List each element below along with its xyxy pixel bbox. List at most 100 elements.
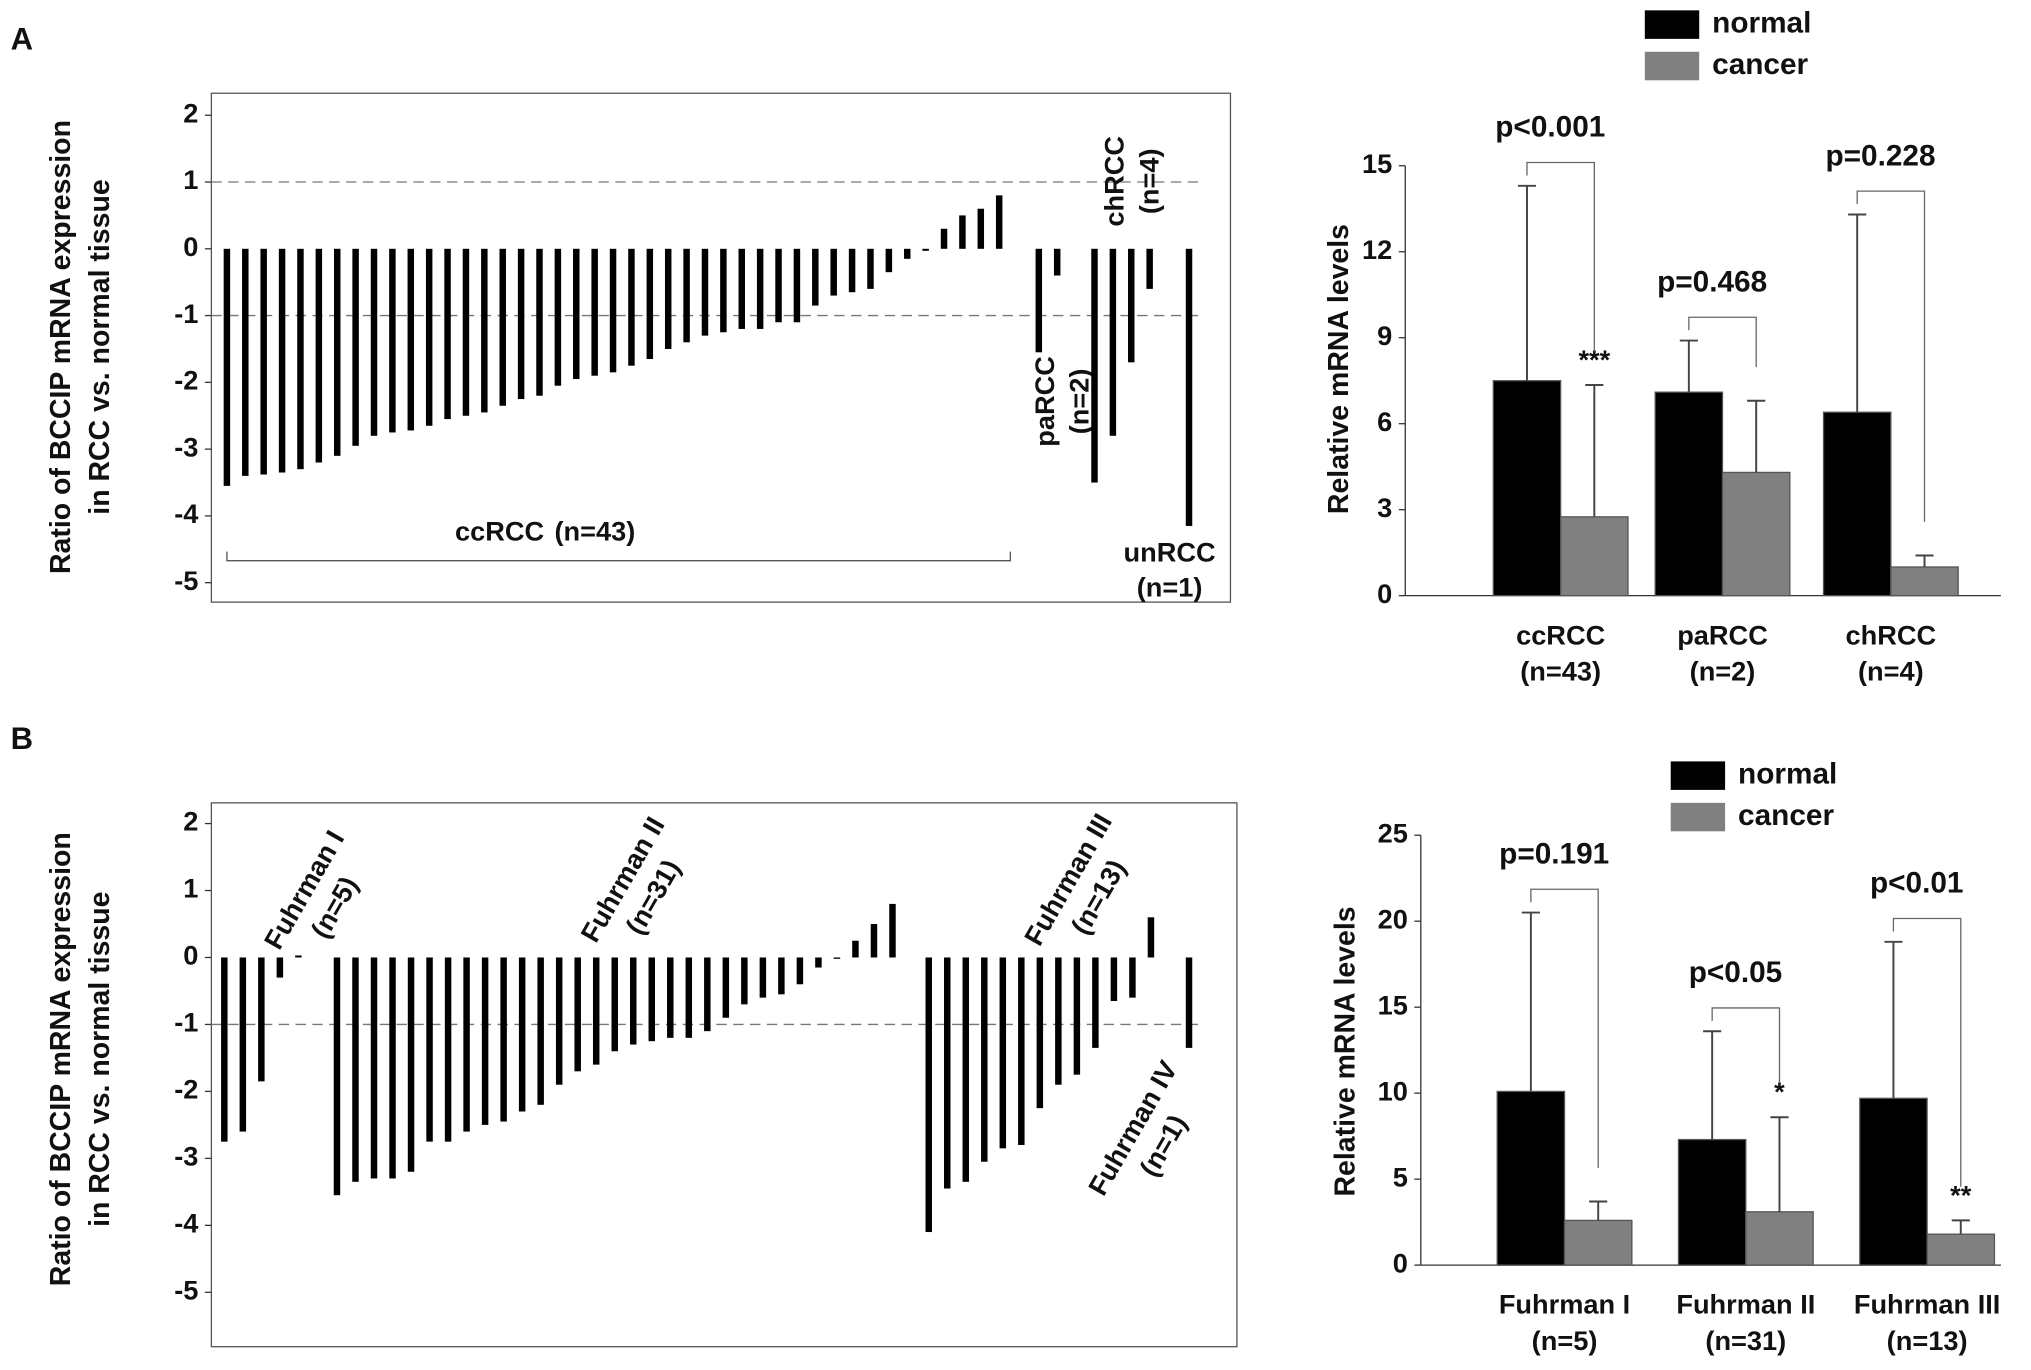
y-tick-label: 0 xyxy=(1377,578,1392,609)
bar xyxy=(1129,957,1136,998)
bar xyxy=(852,940,859,958)
bar xyxy=(278,248,286,473)
error-bar xyxy=(1679,339,1698,393)
bar xyxy=(889,903,896,958)
bar xyxy=(258,957,265,1082)
bar xyxy=(426,957,433,1142)
y-tick-label: 15 xyxy=(1362,148,1392,179)
y-tick-label: 9 xyxy=(1377,320,1392,351)
bar xyxy=(1018,957,1025,1145)
bar xyxy=(1677,1138,1747,1266)
bar xyxy=(870,924,878,958)
bar xyxy=(407,248,415,431)
bar xyxy=(223,248,231,486)
bar xyxy=(796,957,804,985)
error-bar xyxy=(1521,911,1540,1092)
bar xyxy=(444,248,451,420)
y-tick-label: 3 xyxy=(1377,492,1392,523)
y-tick-label: -1 xyxy=(174,1007,198,1038)
bar xyxy=(389,957,396,1179)
bar xyxy=(1073,957,1081,1075)
bar xyxy=(793,248,801,323)
bar xyxy=(1091,248,1098,483)
bar xyxy=(517,248,525,400)
bar xyxy=(995,195,1003,249)
bar xyxy=(295,955,302,958)
bar xyxy=(481,957,489,1125)
group-label: chRCC xyxy=(1099,136,1130,227)
bar xyxy=(1890,566,1959,597)
bar xyxy=(646,248,654,359)
bar xyxy=(239,957,247,1132)
x-tick-note: (n=13) xyxy=(1887,1325,1968,1356)
bar xyxy=(463,957,470,1132)
bar xyxy=(389,248,396,433)
bar xyxy=(591,248,598,376)
bar xyxy=(1147,917,1155,958)
bar xyxy=(554,248,562,386)
bar xyxy=(1859,1097,1928,1266)
bar xyxy=(667,957,674,1038)
p-bracket xyxy=(1856,190,1926,522)
group-label: ccRCC xyxy=(455,516,544,547)
legend-label: normal xyxy=(1738,758,1837,791)
error-bar xyxy=(1770,1116,1789,1212)
bar xyxy=(759,957,767,998)
x-tick-note: (n=31) xyxy=(1705,1325,1786,1356)
bar xyxy=(704,957,711,1032)
x-tick-label: Fuhrman II xyxy=(1676,1289,1815,1320)
bar xyxy=(1146,248,1153,289)
bar xyxy=(462,248,470,416)
panel-letter: B xyxy=(11,721,33,756)
p-value: p=0.191 xyxy=(1499,837,1609,870)
x-tick-label: Fuhrman III xyxy=(1854,1289,2001,1320)
bar xyxy=(333,957,341,1196)
bar xyxy=(276,957,284,978)
legend-label: normal xyxy=(1712,6,1811,39)
bar xyxy=(315,248,323,463)
p-value: p<0.05 xyxy=(1689,956,1783,989)
bar xyxy=(221,957,228,1142)
legend-swatch xyxy=(1670,761,1726,790)
bar xyxy=(833,957,841,959)
group-bracket xyxy=(226,551,1011,562)
bar xyxy=(867,248,874,289)
bar xyxy=(1926,1233,1996,1266)
legend-swatch xyxy=(1670,802,1726,832)
bar xyxy=(940,228,948,249)
y-tick-label: -5 xyxy=(174,1274,198,1305)
bar xyxy=(944,957,951,1189)
error-bar xyxy=(1585,384,1604,517)
y-tick-label: 15 xyxy=(1378,989,1408,1020)
significance-stars: ** xyxy=(1950,1179,1972,1210)
bar xyxy=(1092,957,1099,1048)
y-tick-label: -5 xyxy=(174,565,198,596)
bar xyxy=(518,957,526,1112)
y-tick-label: 1 xyxy=(183,164,198,195)
y-axis-label: in RCC vs. normal tissue xyxy=(84,892,116,1227)
bar xyxy=(500,957,507,1122)
plot-frame xyxy=(210,802,1238,1348)
error-bar xyxy=(1517,184,1537,381)
x-tick-label: chRCC xyxy=(1846,619,1937,650)
p-value: p<0.01 xyxy=(1870,867,1964,900)
y-tick-label: -2 xyxy=(174,365,198,396)
y-tick-label: 1 xyxy=(183,873,198,904)
bar xyxy=(1185,248,1193,526)
p-value: p=0.468 xyxy=(1657,265,1767,298)
bar xyxy=(260,248,267,475)
bar xyxy=(333,248,341,456)
x-tick-label: Fuhrman I xyxy=(1499,1289,1630,1320)
y-tick-label: 10 xyxy=(1378,1075,1408,1106)
bar xyxy=(1035,248,1043,353)
bar xyxy=(722,957,730,1018)
bar xyxy=(775,248,782,323)
bar xyxy=(738,248,745,329)
bar xyxy=(741,957,748,1005)
bar xyxy=(959,215,966,249)
error-bar xyxy=(1703,1030,1722,1140)
y-tick-label: -2 xyxy=(174,1074,198,1105)
bar xyxy=(592,957,600,1065)
y-tick-label: 25 xyxy=(1378,817,1408,848)
bar xyxy=(848,248,856,293)
